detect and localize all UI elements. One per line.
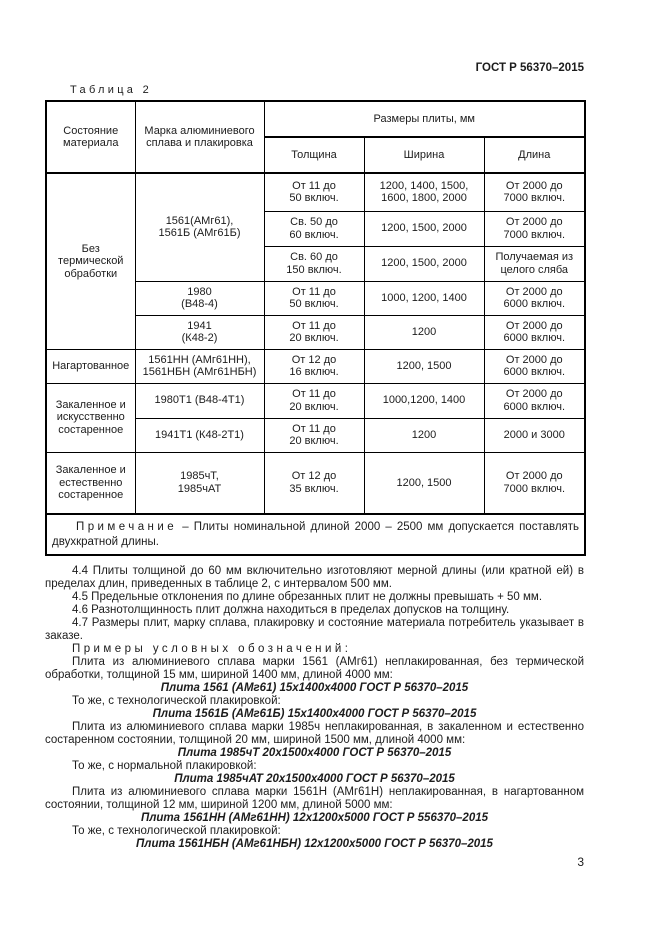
table-note: Примечание – Плиты номинальной длиной 20… (45, 513, 586, 556)
table-cell: Нагартованное (45, 348, 136, 384)
table-cell: От 2000 до 7000 включ. (483, 210, 586, 247)
table-row: 1980 (В48-4) От 11 до 50 включ. 1000, 12… (46, 280, 586, 316)
table-cell: 1200, 1500 (363, 451, 485, 515)
spec-table: Состояние материала Марка алюминиевого с… (45, 100, 587, 556)
col-grade-header: Марка алюминиевого сплава и плакировка (134, 100, 265, 174)
table-cell: От 2000 до 6000 включ. (483, 382, 586, 419)
table-row: Закаленное и искусственно состаренное 19… (45, 382, 586, 453)
para-4-4: 4.4 Плиты толщиной до 60 мм включительно… (45, 565, 584, 590)
table-cell: От 2000 до 6000 включ. (483, 314, 586, 350)
designation-example: Плита 1985чАТ 20х1500х4000 ГОСТ Р 56370–… (174, 773, 455, 785)
note-label: Примечание (76, 520, 178, 533)
table-cell: Закаленное и искусственно состаренное (45, 382, 136, 453)
table-cell: 1985чТ, 1985чАТ (134, 451, 265, 515)
table-cell: Без термической обработки (45, 172, 136, 350)
table-cell: 1000, 1200, 1400 (363, 280, 485, 316)
table-cell: 1200 (363, 417, 485, 453)
table-row: Св. 60 до 150 включ. 1200, 1500, 2000 По… (46, 245, 586, 282)
sizes-group-header: Размеры плиты, мм (263, 100, 586, 138)
table-cell: От 11 до 50 включ. (263, 172, 365, 212)
designation-example: Плита 1561НН (АМг61НН) 12х1200х5000 ГОСТ… (140, 812, 489, 824)
table-cell: От 11 до 50 включ. (263, 280, 365, 316)
designation-example: Плита 1985чТ 20х1500х4000 ГОСТ Р 56370–2… (177, 747, 452, 759)
table-cell: Св. 50 до 60 включ. (263, 210, 365, 247)
page-number: 3 (577, 855, 584, 869)
example-intro: Плита из алюминиевого сплава марки 1985ч… (45, 721, 584, 746)
table-cell: Св. 60 до 150 включ. (263, 245, 365, 282)
table-cell: От 11 до 20 включ. (263, 382, 365, 419)
table-cell: 1980Т1 (В48-4Т1) (134, 382, 265, 419)
col-thickness-header: Толщина (263, 136, 365, 174)
table-cell: От 2000 до 6000 включ. (483, 348, 586, 384)
note-text: – Плиты номинальной длиной 2000 – 2500 м… (52, 520, 580, 548)
table-row: 1941 (К48-2) От 11 до 20 включ. 1200 От … (46, 314, 586, 350)
table-cell: От 2000 до 6000 включ. (483, 280, 586, 316)
table-cell: 2000 и 3000 (483, 417, 586, 453)
table-cell: 1980 (В48-4) (134, 280, 265, 316)
table-cell: От 12 до 16 включ. (263, 348, 365, 384)
table-note-row: Примечание – Плиты номинальной длиной 20… (45, 513, 586, 556)
table-cell: От 11 до 20 включ. (263, 417, 365, 453)
table-cell: Получаемая из целого сляба (483, 245, 586, 282)
table-cell: 1000,1200, 1400 (363, 382, 485, 419)
table-cell: От 2000 до 7000 включ. (483, 172, 586, 212)
table-cell: От 2000 до 7000 включ. (483, 451, 586, 515)
table-cell: 1941 (К48-2) (134, 314, 265, 350)
same-with-cladding: То же, с технологической плакировкой: (72, 695, 281, 707)
examples-heading: Примеры условных обозначений: (72, 643, 352, 655)
same-with-cladding: То же, с технологической плакировкой: (72, 825, 281, 837)
table-cell: От 11 до 20 включ. (263, 314, 365, 350)
para-4-6: 4.6 Разнотолщинность плит должна находит… (72, 604, 510, 616)
example-intro: Плита из алюминиевого сплава марки 1561Н… (45, 786, 584, 811)
body-text: 4.4 Плиты толщиной до 60 мм включительно… (45, 565, 584, 851)
table-row: Без термической обработки 1561(АМг61), 1… (45, 172, 586, 350)
table-cell: 1200, 1500, 2000 (363, 245, 485, 282)
table-cell: Закаленное и естественно состаренное (45, 451, 136, 515)
table-cell: 1200, 1500 (363, 348, 485, 384)
table-cell: 1561(АМг61), 1561Б (АМг61Б) (134, 172, 265, 282)
table-caption: Таблица 2 (70, 84, 153, 96)
para-4-7: 4.7 Размеры плит, марку сплава, плакиров… (45, 617, 584, 642)
table-cell: 1941Т1 (К48-2Т1) (134, 417, 265, 453)
table-row: Закаленное и естественно состаренное 198… (45, 451, 586, 515)
table-cell: 1200, 1500, 2000 (363, 210, 485, 247)
col-length-header: Длина (483, 136, 586, 174)
same-with-cladding: То же, с нормальной плакировкой: (72, 760, 257, 772)
col-state-header: Состояние материала (45, 100, 136, 174)
table-cell: 1561НН (АМг61НН), 1561НБН (АМг61НБН) (134, 348, 265, 384)
col-width-header: Ширина (363, 136, 485, 174)
doc-code: ГОСТ Р 56370–2015 (475, 62, 584, 74)
para-4-5: 4.5 Предельные отклонения по длине обрез… (72, 591, 543, 603)
table-row: Нагартованное 1561НН (АМг61НН), 1561НБН … (45, 348, 586, 384)
table-cell: 1200 (363, 314, 485, 350)
designation-example: Плита 1561Б (АМг61Б) 15х1400х4000 ГОСТ Р… (152, 708, 477, 720)
table-cell: 1200, 1400, 1500, 1600, 1800, 2000 (363, 172, 485, 212)
designation-example: Плита 1561 (АМг61) 15х1400х4000 ГОСТ Р 5… (160, 682, 469, 694)
example-intro: Плита из алюминиевого сплава марки 1561 … (45, 656, 584, 681)
table-cell: От 12 до 35 включ. (263, 451, 365, 515)
designation-example: Плита 1561НБН (АМг61НБН) 12х1200х5000 ГО… (136, 838, 493, 850)
